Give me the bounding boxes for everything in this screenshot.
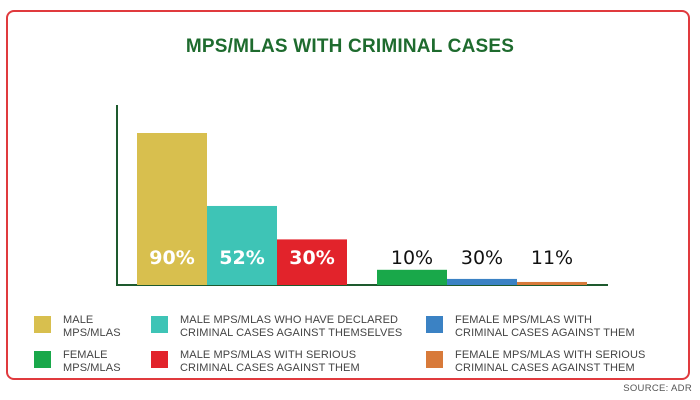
chart-frame <box>6 10 690 380</box>
legend-item-female-criminal: FEMALE MPS/MLAS WITH CRIMINAL CASES AGAI… <box>426 314 635 340</box>
source-note: SOURCE: ADR <box>623 383 692 394</box>
legend-item-male-serious: MALE MPS/MLAS WITH SERIOUS CRIMINAL CASE… <box>151 349 360 375</box>
legend-label: FEMALE MPS/MLAS WITH CRIMINAL CASES AGAI… <box>455 314 635 339</box>
legend-swatch <box>34 351 51 368</box>
legend-swatch <box>151 351 168 368</box>
legend-item-female: FEMALE MPS/MLAS <box>34 349 121 375</box>
bar-value-label: 11% <box>531 247 573 269</box>
legend-item-male-declared: MALE MPS/MLAS WHO HAVE DECLARED CRIMINAL… <box>151 314 402 340</box>
bar-value-label: 52% <box>219 247 264 269</box>
bar-value-label: 30% <box>461 247 503 269</box>
legend-label: FEMALE MPS/MLAS <box>63 349 121 374</box>
bar-value-label: 10% <box>391 247 433 269</box>
chart-title: MPS/MLAS WITH CRIMINAL CASES <box>185 36 515 57</box>
bar-value-label: 90% <box>149 247 194 269</box>
bars-group <box>137 133 587 285</box>
legend-label: FEMALE MPS/MLAS WITH SERIOUS CRIMINAL CA… <box>455 349 646 374</box>
legend-swatch <box>34 316 51 333</box>
legend-swatch <box>151 316 168 333</box>
legend-item-male: MALE MPS/MLAS <box>34 314 121 340</box>
legend-label: MALE MPS/MLAS WHO HAVE DECLARED CRIMINAL… <box>180 314 403 339</box>
bar-female-criminal <box>447 278 517 285</box>
bar-male-declared <box>207 205 277 285</box>
bar-male <box>137 133 207 285</box>
legend-label: MALE MPS/MLAS <box>63 314 121 339</box>
bar-value-label: 30% <box>289 247 334 269</box>
bar-female <box>377 269 447 285</box>
bar-male-serious <box>277 239 347 285</box>
legend-swatch <box>426 316 443 333</box>
legend-item-female-serious: FEMALE MPS/MLAS WITH SERIOUS CRIMINAL CA… <box>426 349 645 375</box>
bar-female-serious <box>517 281 587 285</box>
data-labels-group: 90% 52% 30% 10% 30% 11% <box>149 247 573 269</box>
legend-label: MALE MPS/MLAS WITH SERIOUS CRIMINAL CASE… <box>180 349 360 374</box>
legend-swatch <box>426 351 443 368</box>
